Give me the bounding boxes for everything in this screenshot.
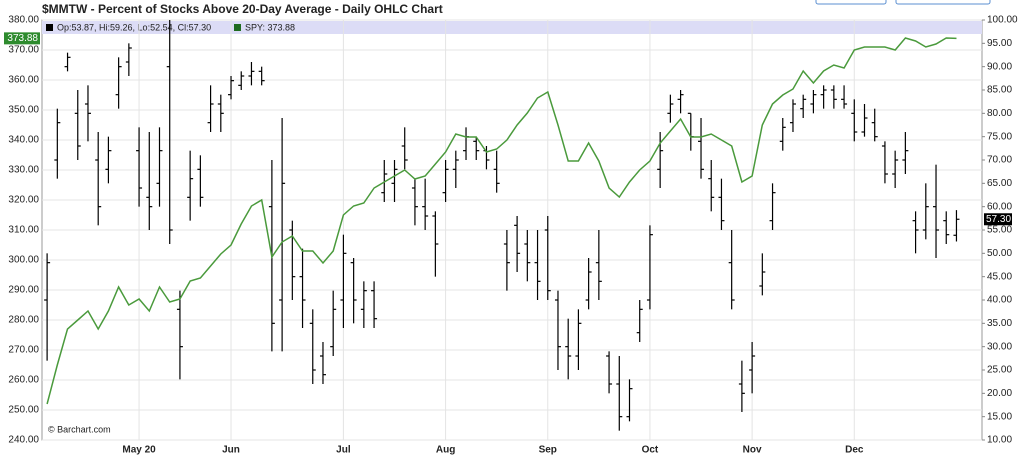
legend-band [42, 21, 982, 34]
y2-tick-label: 65.00 [987, 178, 1012, 189]
y2-tick-label: 15.00 [987, 411, 1012, 422]
y2-tick-label: 35.00 [987, 318, 1012, 329]
y2-tick-label: 55.00 [987, 225, 1012, 236]
button[interactable] [895, 0, 991, 5]
y2-tick-label: 100.00 [987, 15, 1018, 26]
y-tick-label: 370.00 [8, 45, 39, 56]
x-tick-label: Oct [642, 445, 659, 456]
x-tick-label: Jul [336, 445, 351, 456]
y2-tick-label: 70.00 [987, 155, 1012, 166]
legend-swatch [46, 24, 53, 31]
legend-swatch [234, 24, 241, 31]
y-tick-label: 260.00 [8, 375, 39, 386]
x-tick-label: Jun [222, 445, 240, 456]
y2-tick-label: 30.00 [987, 341, 1012, 352]
credit: © Barchart.com [48, 424, 111, 434]
y-tick-label: 340.00 [8, 135, 39, 146]
spy-last-badge [4, 32, 40, 45]
close-last-label: 57.30 [986, 214, 1011, 225]
y-tick-label: 290.00 [8, 285, 39, 296]
y2-tick-label: 10.00 [987, 435, 1012, 446]
spy-line [46, 37, 957, 405]
y2-tick-label: 95.00 [987, 38, 1012, 49]
y-tick-label: 280.00 [8, 315, 39, 326]
y-tick-label: 310.00 [8, 225, 39, 236]
y2-tick-label: 75.00 [987, 131, 1012, 142]
y-tick-label: 360.00 [8, 75, 39, 86]
y2-tick-label: 85.00 [987, 85, 1012, 96]
button[interactable] [815, 0, 887, 5]
spy-last-label: 373.88 [7, 33, 38, 44]
y-tick-label: 240.00 [8, 435, 39, 446]
y2-tick-label: 80.00 [987, 108, 1012, 119]
y-tick-label: 330.00 [8, 165, 39, 176]
y2-tick-label: 60.00 [987, 201, 1012, 212]
y2-tick-label: 45.00 [987, 271, 1012, 282]
x-tick-label: Sep [539, 445, 557, 456]
y-tick-label: 320.00 [8, 195, 39, 206]
y2-tick-label: 20.00 [987, 388, 1012, 399]
y-tick-label: 380.00 [8, 15, 39, 26]
y2-tick-label: 50.00 [987, 248, 1012, 259]
y2-tick-label: 25.00 [987, 365, 1012, 376]
x-tick-label: Dec [845, 445, 864, 456]
x-tick-label: Aug [436, 445, 455, 456]
x-tick-label: May 20 [122, 445, 156, 456]
y-tick-label: 300.00 [8, 255, 39, 266]
y-tick-label: 250.00 [8, 405, 39, 416]
x-tick-label: Nov [743, 445, 762, 456]
legend-ohlc: Op:53.87, Hi:59.26, Lo:52.54, Cl:57.30 [57, 22, 211, 32]
y2-tick-label: 40.00 [987, 295, 1012, 306]
y-tick-label: 270.00 [8, 345, 39, 356]
y2-tick-label: 90.00 [987, 61, 1012, 72]
close-last-badge [984, 213, 1012, 226]
legend-spy: SPY: 373.88 [245, 22, 295, 32]
chart-title: $MMTW - Percent of Stocks Above 20-Day A… [42, 2, 443, 16]
y-tick-label: 350.00 [8, 105, 39, 116]
